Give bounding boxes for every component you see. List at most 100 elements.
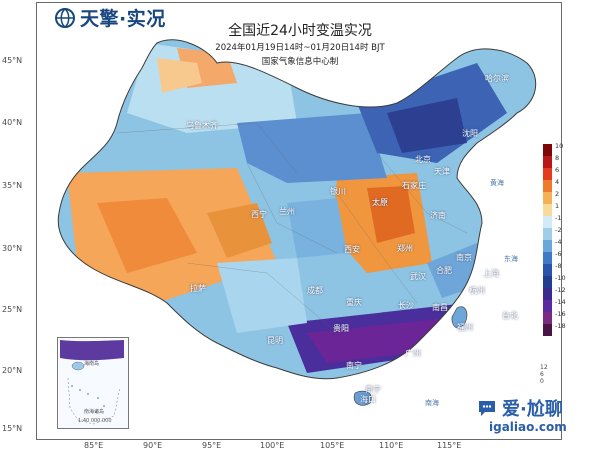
- south-china-sea-inset: 海南岛 南海诸岛 1:40 000 000: [57, 337, 129, 429]
- legend-label: 4: [555, 178, 560, 186]
- lon-label: 105°E: [320, 441, 345, 450]
- inset-label: 南海诸岛: [84, 409, 105, 415]
- watermark-text: 爱·尬聊: [502, 399, 563, 420]
- city-label: 银川: [330, 187, 346, 196]
- legend-swatch: [543, 288, 552, 300]
- mini-legend-item: 6: [540, 371, 544, 378]
- logo: 天擎·实况: [54, 4, 166, 31]
- city-label: 贵阳: [333, 324, 349, 333]
- legend-swatch: [543, 144, 552, 156]
- city-label: 石家庄: [402, 181, 426, 190]
- legend-label: 6: [555, 166, 560, 174]
- city-label: 沈阳: [462, 129, 478, 138]
- city-label: 南宁: [346, 361, 362, 370]
- lon-label: 115°E: [437, 441, 462, 450]
- legend-label: 1: [555, 202, 560, 210]
- legend-label: -4: [555, 238, 562, 246]
- city-label: 昆明: [267, 336, 283, 345]
- lon-label: 90°E: [143, 441, 163, 450]
- city-label: 广州: [405, 349, 421, 358]
- legend-colorbar: [543, 144, 552, 336]
- legend-swatch: [543, 216, 552, 228]
- city-label: 北京: [415, 155, 431, 164]
- lon-label: 95°E: [202, 441, 222, 450]
- legend-label: -18: [555, 322, 566, 330]
- city-label: 太原: [372, 198, 388, 207]
- inset-label: 海南岛: [84, 361, 100, 367]
- map-publisher: 国家气象信息中心制: [261, 57, 339, 67]
- legend-label: 2: [555, 190, 560, 198]
- city-label: 海口: [360, 395, 376, 404]
- lon-label: 100°E: [260, 441, 285, 450]
- inset-label: 1:40 000 000: [78, 418, 112, 424]
- legend-label: -12: [555, 286, 566, 294]
- city-label: 拉萨: [190, 284, 206, 293]
- legend-swatch: [543, 276, 552, 288]
- city-label: 兰州: [279, 207, 295, 216]
- legend-label: 10: [555, 142, 564, 150]
- legend-label: -6: [555, 250, 562, 258]
- city-label: 合肥: [436, 266, 452, 275]
- lon-label: 85°E: [84, 441, 104, 450]
- logo-text: 天擎·实况: [80, 8, 166, 30]
- legend-swatch: [543, 156, 552, 168]
- city-label: 南昌: [432, 303, 448, 312]
- legend-swatch: [543, 180, 552, 192]
- city-label: 上海: [483, 269, 499, 278]
- legend-label: -14: [555, 298, 566, 306]
- watermark-url: igaliao.com: [489, 420, 567, 434]
- legend-swatch: [543, 168, 552, 180]
- map-subtitle: 2024年01月19日14时~01月20日14时 BJT: [215, 43, 385, 53]
- legend-swatch: [543, 300, 552, 312]
- legend-swatch: [543, 324, 552, 336]
- legend-swatch: [543, 204, 552, 216]
- lat-label: 15°N: [2, 424, 23, 433]
- city-label: 西安: [344, 245, 360, 254]
- globe-icon: [55, 7, 75, 28]
- city-label: 南京: [456, 253, 472, 262]
- lat-label: 30°N: [2, 244, 23, 253]
- city-label: 西宁: [251, 210, 267, 219]
- city-label: 南宁: [365, 385, 381, 394]
- legend-label: -10: [555, 274, 566, 282]
- legend-label: -2: [555, 226, 562, 234]
- city-label: 杭州: [469, 286, 485, 295]
- city-label: 武汉: [410, 272, 426, 281]
- city-label: 乌鲁木齐: [186, 121, 218, 130]
- mini-legend-item: 0: [540, 378, 544, 385]
- city-label: 济南: [430, 211, 446, 220]
- city-label: 长沙: [398, 301, 414, 310]
- chat-icon: [479, 401, 495, 416]
- legend-swatch: [543, 312, 552, 324]
- inset-map: [60, 340, 124, 425]
- legend-label: -8: [555, 262, 562, 270]
- city-label: 台北: [502, 311, 518, 320]
- mini-legend-item: 12: [540, 364, 548, 371]
- legend-swatch: [543, 228, 552, 240]
- city-label: 天津: [434, 167, 450, 176]
- legend-swatch: [543, 192, 552, 204]
- sea-label: 南海: [425, 399, 439, 407]
- legend-label: 8: [555, 154, 560, 162]
- city-label: 重庆: [346, 298, 362, 307]
- lat-label: 45°N: [2, 56, 23, 65]
- city-label: 成都: [307, 286, 323, 295]
- legend-label: -1: [555, 214, 562, 222]
- lat-label: 35°N: [2, 181, 23, 190]
- sea-label: 东海: [504, 255, 518, 263]
- city-label: 福州: [457, 323, 473, 332]
- lat-label: 40°N: [2, 118, 23, 127]
- legend-label: -16: [555, 310, 566, 318]
- lat-label: 20°N: [2, 366, 23, 375]
- lat-label: 25°N: [2, 305, 23, 314]
- city-label: 哈尔滨: [485, 74, 509, 83]
- legend-swatch: [543, 264, 552, 276]
- legend-swatch: [543, 252, 552, 264]
- map-title: 全国近24小时变温实况: [228, 23, 372, 39]
- lon-label: 110°E: [379, 441, 404, 450]
- watermark: 爱·尬聊: [476, 395, 563, 421]
- city-label: 郑州: [397, 244, 413, 253]
- sea-label: 黄海: [490, 179, 504, 187]
- legend-swatch: [543, 240, 552, 252]
